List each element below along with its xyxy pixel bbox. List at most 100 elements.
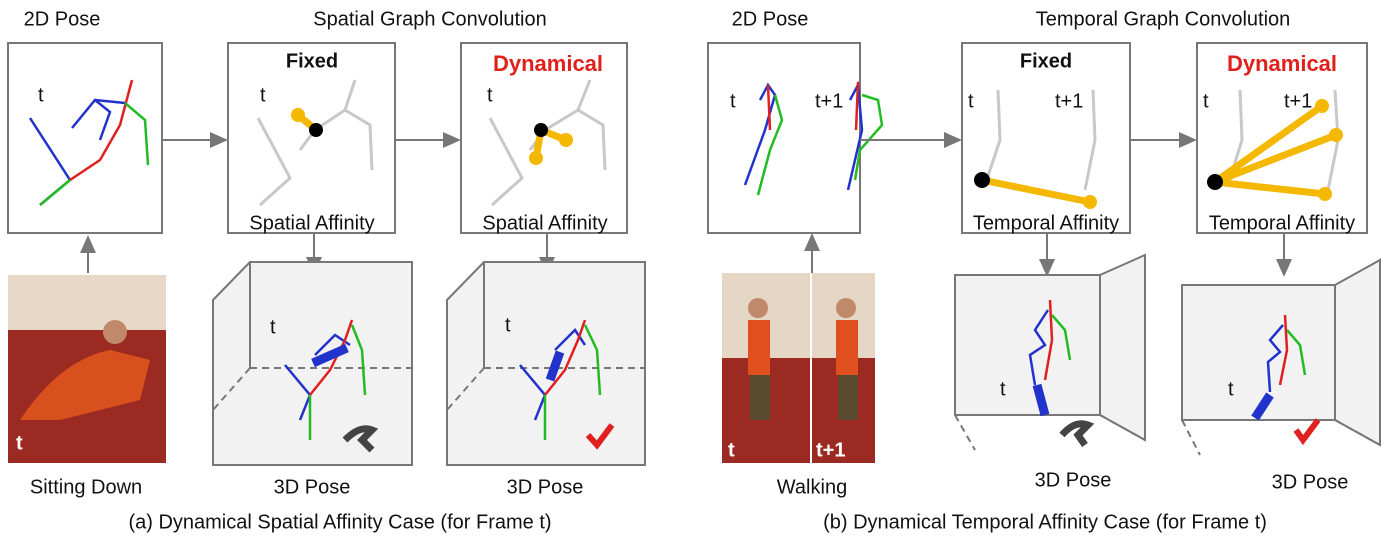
pose-3d-box-line	[1251, 392, 1274, 421]
pose-3d-box-line	[1099, 414, 1146, 441]
frame-label: t	[505, 314, 511, 336]
photo: t	[8, 275, 166, 463]
dynamical-box-circle	[559, 133, 573, 147]
box-label: Spatial Affinity	[482, 212, 607, 234]
fixed-box-polyline	[983, 89, 1002, 186]
pose-3d-box-polyline	[1051, 314, 1072, 361]
photo-rect	[836, 320, 858, 375]
pose-2d-box-polyline	[756, 94, 784, 196]
frame-label: t+1	[816, 439, 845, 461]
frame-label: t	[1203, 90, 1209, 112]
fixed-box: Fixed t t+1 Temporal Affinity	[961, 42, 1131, 234]
photo-rect	[748, 320, 770, 375]
pose-3d-box-line	[1032, 383, 1050, 417]
box-title: Fixed	[286, 50, 338, 72]
fixed-box-polyline	[256, 117, 292, 207]
pose-3d-box-line	[545, 350, 565, 382]
heading: 2D Pose	[24, 8, 101, 30]
dynamical-box-circle	[1329, 128, 1343, 142]
panel-a: 2D Pose Spatial Graph Convolution t Fixe…	[7, 8, 646, 533]
fixed-box: Fixed t Spatial Affinity	[227, 42, 396, 234]
dynamical-box: Dynamical t t+1 Temporal Affinity	[1196, 42, 1368, 234]
pose-3d-box-path	[1293, 418, 1321, 446]
action-label: Walking	[777, 476, 847, 498]
dynamical-box-rect	[460, 42, 628, 234]
pose-2d-box-polyline	[853, 93, 884, 181]
pose-3d-box-polyline	[1286, 329, 1307, 376]
dynamical-box-polyline	[1211, 102, 1326, 186]
pose-3d-box: t	[954, 253, 1146, 451]
frame-label: t	[728, 439, 735, 461]
caption: (a) Dynamical Spatial Affinity Case (for…	[128, 511, 551, 533]
frame-label: t	[487, 84, 493, 106]
pose-2d-box-polyline	[766, 84, 772, 131]
photo-rect	[8, 275, 166, 330]
fixed-box-rect	[227, 42, 396, 234]
pose-3d-box-line	[1334, 419, 1381, 446]
heading: Temporal Graph Convolution	[1036, 8, 1291, 30]
pose-label: 3D Pose	[274, 476, 351, 498]
dynamical-box-circle	[534, 123, 548, 137]
pose-3d-box-line	[311, 343, 349, 368]
pose-2d-box-polyline	[94, 98, 126, 105]
fixed-box-polyline	[344, 108, 374, 171]
pose-3d-box-path	[1059, 420, 1095, 448]
fixed-box-polyline	[298, 79, 357, 151]
fixed-box-circle	[1083, 195, 1097, 209]
pose-3d-box-line	[1181, 419, 1201, 456]
photo-circle	[748, 298, 768, 318]
pose-3d-box-polyline	[583, 324, 602, 396]
frame-label: t+1	[1284, 90, 1312, 112]
dynamical-box-polyline	[1211, 131, 1340, 186]
photo-circle	[103, 320, 127, 344]
panel-b: 2D Pose Temporal Graph Convolution t t+1…	[707, 8, 1381, 533]
heading: Spatial Graph Convolution	[313, 8, 546, 30]
frame-label: t	[270, 316, 276, 338]
box-label: Spatial Affinity	[249, 212, 374, 234]
fixed-box-circle	[291, 108, 305, 122]
box-label: Temporal Affinity	[1209, 212, 1355, 234]
pose-3d-box-line	[446, 367, 485, 411]
pose-label: 3D Pose	[507, 476, 584, 498]
dynamical-box-circle	[1207, 174, 1223, 190]
pose-2d-box: t	[7, 42, 163, 234]
dynamical-box: Dynamical t Spatial Affinity	[460, 42, 628, 234]
pose-label: 3D Pose	[1272, 471, 1349, 493]
fixed-box-rect	[961, 42, 1131, 234]
dynamical-box-circle	[1315, 99, 1329, 113]
frame-label: t	[1228, 378, 1234, 400]
frame-label: t	[260, 84, 266, 106]
pose-3d-box: t	[446, 261, 646, 466]
dynamical-box-circle	[1318, 187, 1332, 201]
frame-label: t	[730, 90, 736, 112]
box-title: Dynamical	[1227, 51, 1337, 76]
pose-3d-box: t	[1181, 258, 1381, 456]
pose-3d-box-polyline	[1278, 314, 1289, 386]
pose-3d-box-line	[212, 367, 251, 411]
heading: 2D Pose	[732, 8, 809, 30]
dynamical-box-polyline	[577, 108, 607, 171]
dynamical-box-polyline	[1211, 178, 1329, 198]
pose-2d-box-rect	[7, 42, 163, 234]
pose-3d-box-line	[954, 414, 976, 451]
frame-label: t+1	[815, 90, 843, 112]
fixed-box-polyline	[978, 176, 1094, 206]
pose-3d-box-polyline	[1043, 299, 1054, 381]
photo-circle	[836, 298, 856, 318]
fixed-box-polyline	[1083, 89, 1097, 191]
fixed-box-circle	[309, 123, 323, 137]
dynamical-box-circle	[529, 151, 543, 165]
pose-2d-box-rect	[707, 42, 861, 234]
pose-label: 3D Pose	[1035, 469, 1112, 491]
frame-label: t	[38, 84, 44, 106]
pose-2d-box-polyline	[124, 102, 150, 166]
pose-3d-box-polyline	[1266, 324, 1284, 393]
pose-3d-box-polyline	[544, 319, 587, 396]
pose-3d-box-polygon	[446, 261, 646, 466]
photo: t t+1	[722, 273, 875, 463]
frame-label: t	[16, 432, 23, 454]
pose-3d-box-path	[342, 425, 379, 453]
photo-rect	[750, 375, 770, 420]
pose-3d-box-polyline	[350, 324, 367, 396]
